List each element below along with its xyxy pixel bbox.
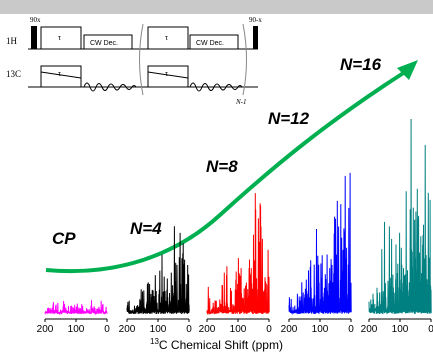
pulse-90x-label: 90x: [30, 16, 41, 24]
cw-dec-label-2: CW Dec.: [196, 40, 224, 47]
tick-label-1-2: 0: [186, 324, 192, 335]
tau-label-13c-1: τ: [58, 69, 62, 78]
pulse-sequence-diagram: 1H 90x τ CW Dec. τ CW Dec. 90-x 13C τ τ: [6, 16, 262, 106]
spectrum-trace-2: [206, 193, 270, 316]
tau-label-1h-1: τ: [58, 33, 62, 42]
cw-dec-label-1: CW Dec.: [90, 40, 118, 47]
label-n12: N=12: [268, 109, 310, 128]
ramp-1: [40, 71, 82, 79]
trend-arrow-head: [397, 60, 418, 80]
ramp-2: [147, 71, 189, 79]
cw-dec-block-1: [83, 34, 133, 50]
pulse-90-x-label: 90-x: [249, 16, 262, 24]
tick-label-1-0: 200: [119, 324, 136, 335]
trend-arrow: [45, 60, 418, 274]
tau-label-1h-2: τ: [165, 33, 169, 42]
x-axis-title-superscript: 13: [150, 337, 159, 346]
tick-label-4-1: 100: [392, 324, 409, 335]
label-n8: N=8: [206, 157, 238, 176]
spectrum-trace-4: [368, 118, 432, 315]
repeat-bracket-left: [139, 23, 144, 96]
tau-label-13c-2: τ: [165, 69, 169, 78]
tick-label-3-0: 200: [281, 324, 298, 335]
x-axis-title-text: C Chemical Shift (ppm): [159, 338, 283, 352]
x-axis-title: 13C Chemical Shift (ppm): [150, 337, 283, 352]
tick-label-3-2: 0: [348, 324, 354, 335]
fid-2: [189, 82, 243, 92]
label-n4: N=4: [130, 219, 162, 238]
tick-label-4-0: 200: [361, 324, 378, 335]
pulse-90x: [31, 26, 37, 49]
tick-label-2-1: 100: [230, 324, 247, 335]
tick-label-2-0: 200: [199, 324, 216, 335]
tau-block-1h-2: [147, 26, 189, 50]
repeat-label: N-1: [235, 98, 247, 106]
tick-label-0-2: 0: [104, 324, 110, 335]
label-n16: N=16: [340, 55, 382, 74]
tau-block-13c-1: [40, 65, 82, 88]
spectrum-trace-0: [44, 300, 108, 316]
spectrum-trace-1: [126, 226, 190, 315]
tau-block-1h-1: [40, 26, 82, 50]
label-cp: CP: [52, 229, 76, 248]
fid-1: [83, 82, 137, 92]
channel-1h-label: 1H: [6, 36, 18, 46]
tick-label-4-2: 0: [428, 324, 433, 335]
tick-label-0-1: 100: [68, 324, 85, 335]
tau-block-13c-2: [147, 65, 189, 88]
tick-label-0-0: 200: [37, 324, 54, 335]
tick-label-3-1: 100: [312, 324, 329, 335]
spectra-group: 200 100 0 200 100 0 200 100 0 200 100 0 200 100 0: [37, 118, 433, 335]
spectrum-trace-3: [288, 172, 352, 315]
channel-13c-label: 13C: [6, 69, 21, 79]
trend-arrow-line: [45, 70, 407, 274]
top-bar: [0, 0, 433, 14]
repeat-bracket-right: [242, 23, 247, 96]
tick-label-1-1: 100: [150, 324, 167, 335]
pulse-90-x: [253, 26, 258, 49]
tick-label-2-2: 0: [266, 324, 272, 335]
cw-dec-block-2: [189, 34, 239, 50]
